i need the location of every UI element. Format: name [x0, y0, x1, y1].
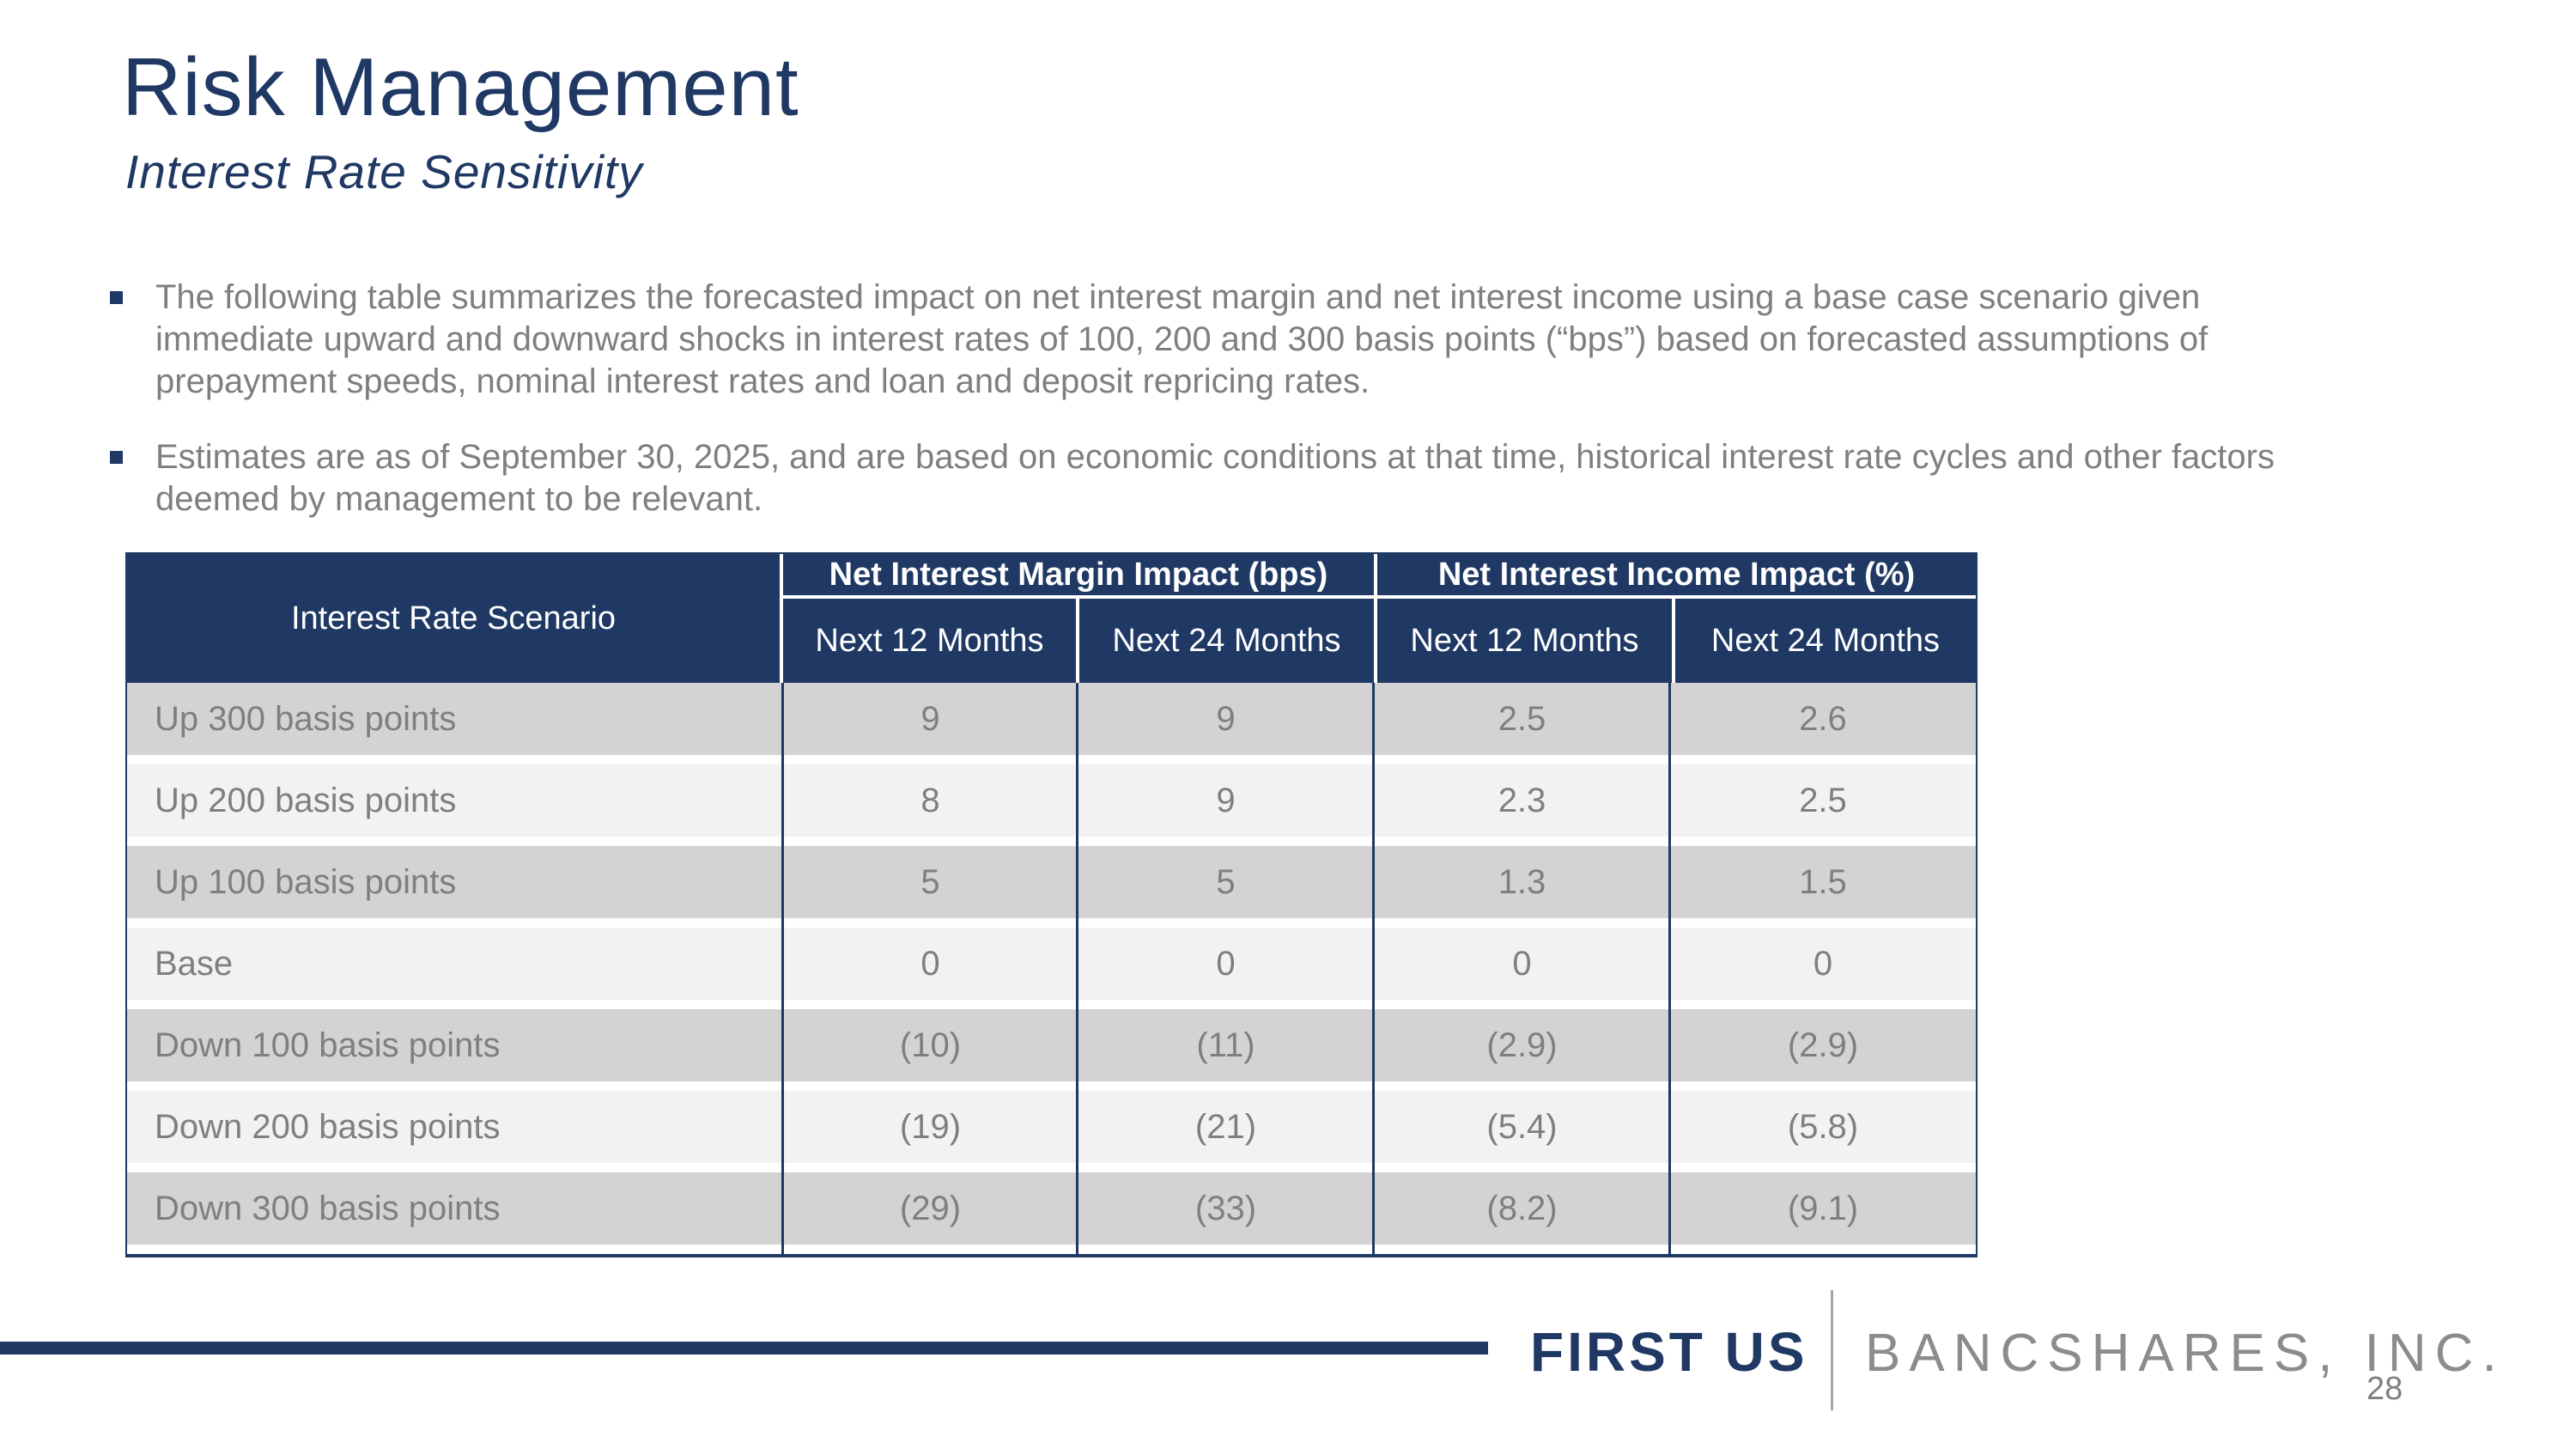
value-cell: 9	[1078, 683, 1374, 755]
value-cell: 5	[783, 846, 1078, 918]
footer-rule	[0, 1342, 1488, 1355]
value-cell: (29)	[783, 1172, 1078, 1245]
table-group-header-margin: Net Interest Margin Impact (bps)	[783, 554, 1374, 595]
value-cell: 8	[783, 764, 1078, 837]
table-subheader-margin-24m: Next 24 Months	[1079, 599, 1374, 683]
value-cell: (2.9)	[1374, 1009, 1670, 1081]
table-group-header-income: Net Interest Income Impact (%)	[1377, 554, 1976, 595]
bullet-marker-icon	[110, 291, 123, 304]
table-subheader-margin-12m: Next 12 Months	[783, 599, 1076, 683]
value-cell: 9	[1078, 764, 1374, 837]
table-row: Base 0 0 0 0	[127, 928, 1976, 1009]
value-cell: (11)	[1078, 1009, 1374, 1081]
scenario-cell: Up 300 basis points	[127, 683, 783, 755]
value-cell: (33)	[1078, 1172, 1374, 1245]
value-cell: 2.5	[1670, 764, 1976, 837]
page-number: 28	[2366, 1371, 2403, 1407]
table-subheader-income-24m: Next 24 Months	[1675, 599, 1976, 683]
column-divider	[781, 683, 784, 1254]
value-cell: 0	[1078, 928, 1374, 1000]
column-divider	[1372, 683, 1375, 1254]
value-cell: (10)	[783, 1009, 1078, 1081]
table-body: Up 300 basis points 9 9 2.5 2.6 Up 200 b…	[127, 683, 1976, 1254]
value-cell: 0	[1374, 928, 1670, 1000]
scenario-cell: Down 200 basis points	[127, 1091, 783, 1163]
value-cell: 1.3	[1374, 846, 1670, 918]
value-cell: (9.1)	[1670, 1172, 1976, 1245]
bullet-marker-icon	[110, 451, 123, 465]
scenario-cell: Down 100 basis points	[127, 1009, 783, 1081]
value-cell: 0	[1670, 928, 1976, 1000]
scenario-cell: Down 300 basis points	[127, 1172, 783, 1245]
table-subheader-income-12m: Next 12 Months	[1377, 599, 1672, 683]
bullet-text: Estimates are as of September 30, 2025, …	[155, 438, 2275, 519]
value-cell: 9	[783, 683, 1078, 755]
table-row: Up 300 basis points 9 9 2.5 2.6	[127, 683, 1976, 764]
page-subtitle: Interest Rate Sensitivity	[125, 145, 643, 198]
column-divider	[1076, 683, 1078, 1254]
table-row: Down 200 basis points (19) (21) (5.4) (5…	[127, 1091, 1976, 1172]
value-cell: 5	[1078, 846, 1374, 918]
sensitivity-table: Interest Rate Scenario Net Interest Marg…	[125, 552, 1978, 1257]
table-row: Up 200 basis points 8 9 2.3 2.5	[127, 764, 1976, 846]
value-cell: (8.2)	[1374, 1172, 1670, 1245]
brand-divider	[1831, 1290, 1833, 1410]
value-cell: 2.3	[1374, 764, 1670, 837]
table-header: Interest Rate Scenario Net Interest Marg…	[127, 554, 1976, 683]
table-row: Down 300 basis points (29) (33) (8.2) (9…	[127, 1172, 1976, 1254]
bullet-list: The following table summarizes the forec…	[110, 277, 2360, 555]
value-cell: 0	[783, 928, 1078, 1000]
column-divider	[1668, 683, 1671, 1254]
page-title: Risk Management	[122, 41, 799, 133]
value-cell: (2.9)	[1670, 1009, 1976, 1081]
value-cell: 2.6	[1670, 683, 1976, 755]
brand-secondary: BANCSHARES, INC.	[1865, 1324, 2506, 1383]
bullet-item: Estimates are as of September 30, 2025, …	[110, 436, 2360, 521]
value-cell: (19)	[783, 1091, 1078, 1163]
brand-primary: FIRST US	[1530, 1321, 1808, 1383]
table-header-scenario: Interest Rate Scenario	[127, 554, 780, 683]
value-cell: 2.5	[1374, 683, 1670, 755]
value-cell: 1.5	[1670, 846, 1976, 918]
value-cell: (5.4)	[1374, 1091, 1670, 1163]
scenario-cell: Up 100 basis points	[127, 846, 783, 918]
bullet-text: The following table summarizes the forec…	[155, 278, 2208, 400]
scenario-cell: Up 200 basis points	[127, 764, 783, 837]
bullet-item: The following table summarizes the forec…	[110, 277, 2360, 402]
scenario-cell: Base	[127, 928, 783, 1000]
value-cell: (21)	[1078, 1091, 1374, 1163]
table-row: Down 100 basis points (10) (11) (2.9) (2…	[127, 1009, 1976, 1091]
value-cell: (5.8)	[1670, 1091, 1976, 1163]
table-row: Up 100 basis points 5 5 1.3 1.5	[127, 846, 1976, 928]
